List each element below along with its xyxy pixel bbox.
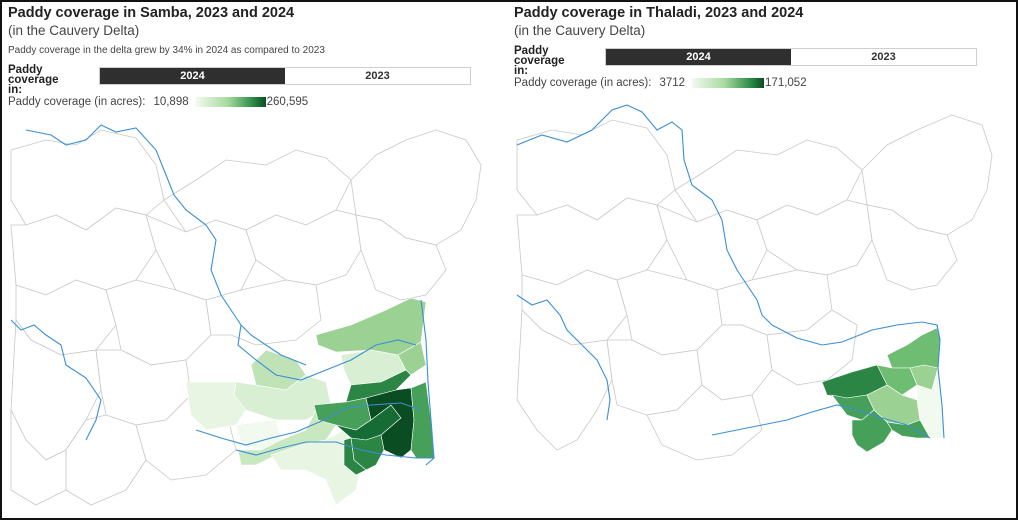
legend-min: 3712: [659, 77, 686, 89]
color-legend: Paddy coverage (in acres): 10,898 260,59…: [8, 96, 308, 108]
toggle-label: Paddy coverage in:: [8, 64, 59, 96]
toggle-2023[interactable]: 2023: [791, 49, 976, 65]
legend-label: Paddy coverage (in acres):: [8, 96, 146, 108]
year-toggle[interactable]: 2024 2023: [605, 48, 977, 66]
district-region[interactable]: [886, 419, 931, 439]
legend-color-ramp: [195, 97, 266, 107]
district-region[interactable]: [343, 437, 367, 476]
legend-color-ramp: [692, 78, 765, 88]
toggle-label: Paddy coverage in:: [514, 45, 565, 77]
map-title: Paddy coverage in Thaladi, 2023 and 2024: [514, 5, 804, 21]
year-toggle[interactable]: 2024 2023: [99, 67, 471, 85]
samba-choropleth-map: [10, 124, 482, 506]
district-region[interactable]: [851, 409, 893, 453]
district-region[interactable]: [270, 429, 362, 506]
district-region[interactable]: [397, 341, 427, 376]
district-outlines: [10, 129, 482, 506]
district-outlines: [516, 114, 993, 461]
legend-max: 260,595: [266, 96, 309, 108]
district-region[interactable]: [886, 327, 941, 369]
toggle-2023[interactable]: 2023: [285, 68, 470, 84]
district-region[interactable]: [315, 297, 427, 356]
map-subtitle: (in the Cauvery Delta): [514, 23, 646, 38]
color-legend: Paddy coverage (in acres): 3712 171,052: [514, 77, 807, 89]
toggle-2024[interactable]: 2024: [606, 49, 791, 65]
map-note: Paddy coverage in the delta grew by 34% …: [8, 45, 325, 56]
thaladi-choropleth-map: [516, 104, 993, 461]
district-region[interactable]: [185, 381, 247, 431]
map-title: Paddy coverage in Samba, 2023 and 2024: [8, 5, 295, 21]
legend-max: 171,052: [765, 77, 807, 89]
legend-label: Paddy coverage (in acres):: [514, 77, 652, 89]
samba-panel: Paddy coverage in Samba, 2023 and 2024 (…: [2, 2, 502, 518]
toggle-2024[interactable]: 2024: [100, 68, 285, 84]
river-lines: [10, 124, 435, 466]
map-subtitle: (in the Cauvery Delta): [8, 23, 140, 38]
thaladi-panel: Paddy coverage in Thaladi, 2023 and 2024…: [508, 2, 1016, 518]
legend-min: 10,898: [153, 96, 189, 108]
river-lines: [516, 104, 945, 439]
district-region[interactable]: [365, 387, 415, 459]
